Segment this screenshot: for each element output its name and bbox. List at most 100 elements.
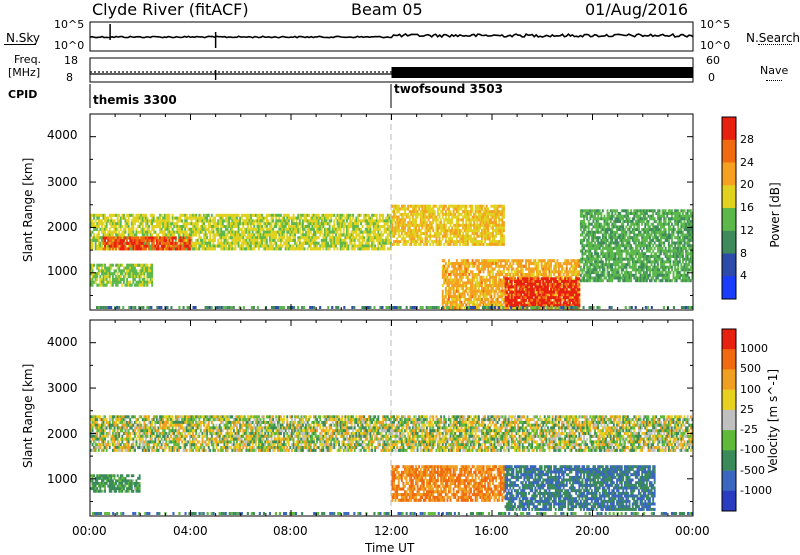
cell-region-0 — [282, 245, 284, 248]
cell-region-0 — [257, 239, 259, 242]
cell-region-0 — [106, 225, 108, 228]
cell-region-4 — [461, 301, 463, 304]
cell-region-4 — [473, 301, 475, 304]
cell-region-0 — [275, 217, 277, 220]
cell-region-0 — [302, 222, 304, 225]
cell-region-0 — [357, 217, 359, 220]
cell-region-0 — [93, 233, 95, 236]
cell-region-0 — [147, 222, 149, 225]
cell-region-0 — [205, 239, 207, 242]
cell-region-3 — [432, 243, 434, 246]
cell-region-3 — [501, 232, 503, 235]
cell-region-5 — [511, 283, 513, 286]
cell-region-0 — [308, 214, 310, 217]
cell-region-3 — [458, 221, 460, 224]
cell-region-4 — [545, 270, 547, 273]
cell-region-0 — [213, 231, 215, 234]
cell-region-1 — [142, 242, 144, 245]
cell-region-0 — [172, 219, 174, 222]
cell-region-4 — [490, 295, 492, 298]
cell-region-0 — [222, 217, 224, 220]
cell-region-3 — [415, 208, 417, 211]
cell-region-3 — [404, 218, 406, 221]
cell-region-4 — [558, 268, 560, 271]
cell-region-3 — [461, 208, 463, 211]
cell-region-2 — [126, 278, 128, 281]
cell-region-4 — [511, 270, 513, 273]
cell-region-3 — [404, 221, 406, 224]
cell-region-5 — [547, 288, 549, 291]
cell-region-6 — [582, 234, 584, 237]
cell-region-0 — [354, 239, 356, 242]
cell-region-0 — [293, 245, 295, 248]
cell-region-0 — [376, 217, 378, 220]
cell-region-3 — [503, 216, 505, 219]
cell-region-2 — [134, 267, 136, 270]
cell-region-3 — [459, 232, 461, 235]
cell-region-3 — [489, 237, 491, 240]
cell-region-0 — [92, 219, 94, 222]
cell-region-6 — [582, 242, 584, 245]
cell-region-3 — [484, 240, 486, 243]
cell-region-3 — [503, 243, 505, 246]
cell-region-2 — [151, 278, 153, 281]
cell-region-5 — [506, 280, 508, 283]
cell-region-4 — [560, 273, 562, 276]
cell-region-0 — [186, 219, 188, 222]
cell-region-5 — [506, 291, 508, 294]
cell-region-3 — [454, 213, 456, 216]
cell-region-0 — [271, 222, 273, 225]
cell-region-4 — [462, 287, 464, 290]
cell-region-4 — [508, 268, 510, 271]
cell-region-0 — [125, 231, 127, 234]
cell-region-3 — [398, 205, 400, 208]
cell-region-3 — [465, 205, 467, 208]
cell-region-3 — [437, 218, 439, 221]
cell-region-6 — [585, 228, 587, 231]
cell-region-0 — [304, 228, 306, 231]
cell-region-5 — [569, 302, 571, 305]
cell-region-4 — [486, 281, 488, 284]
cell-region-0 — [224, 231, 226, 234]
cell-region-3 — [404, 227, 406, 230]
cell-region-4 — [520, 262, 522, 265]
cell-region-0 — [352, 217, 354, 220]
cell-region-3 — [458, 210, 460, 213]
cell-region-3 — [421, 227, 423, 230]
cell-region-2 — [123, 269, 125, 272]
cell-region-0 — [327, 242, 329, 245]
cell-region-4 — [553, 259, 555, 262]
cell-region-3 — [448, 227, 450, 230]
cell-region-4 — [484, 268, 486, 271]
cell-region-5 — [560, 285, 562, 288]
cell-region-0 — [348, 228, 350, 231]
cell-region-6 — [583, 239, 585, 242]
cell-region-0 — [120, 228, 122, 231]
cell-region-0 — [374, 231, 376, 234]
cell-region-0 — [266, 217, 268, 220]
cell-region-1 — [189, 239, 191, 242]
cell-region-2 — [143, 278, 145, 281]
cell-region-1 — [121, 242, 123, 245]
cell-region-0 — [351, 219, 353, 222]
cell-region-0 — [299, 219, 301, 222]
cell-region-0 — [101, 219, 103, 222]
cell-region-0 — [326, 219, 328, 222]
cell-region-5 — [519, 296, 521, 299]
cell-region-0 — [343, 247, 345, 250]
cell-region-2 — [118, 267, 120, 270]
cell-region-0 — [388, 217, 390, 220]
cell-region-4 — [508, 270, 510, 273]
cell-region-0 — [147, 217, 149, 220]
cell-region-4 — [458, 287, 460, 290]
cell-region-0 — [95, 219, 97, 222]
cell-region-0 — [145, 214, 147, 217]
cell-region-0 — [125, 217, 127, 220]
cell-region-1 — [104, 247, 106, 250]
cell-region-5 — [578, 304, 580, 307]
cell-region-3 — [439, 235, 441, 238]
cell-region-1 — [189, 237, 191, 240]
cell-region-1 — [189, 247, 191, 250]
cell-region-4 — [575, 268, 577, 271]
cell-region-1 — [153, 242, 155, 245]
